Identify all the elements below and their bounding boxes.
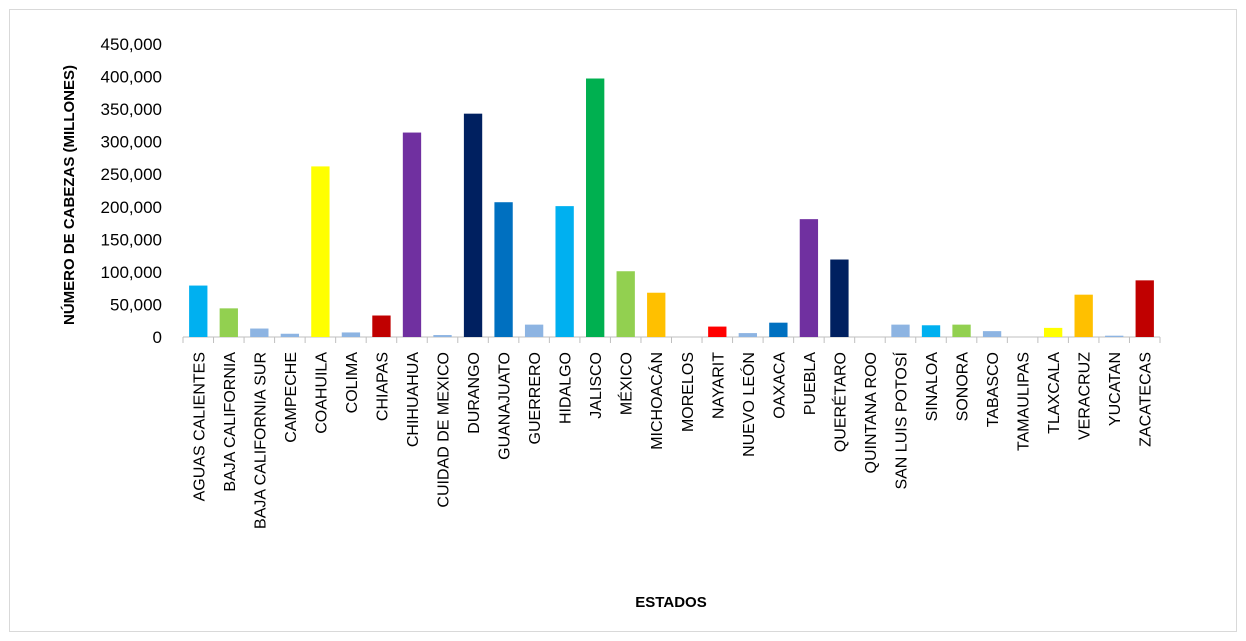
x-tick-label: BAJA CALIFORNIA SUR [252,352,269,529]
bar [219,308,238,337]
bar-chart: 0 50,000 100,000 150,000 200,000 250,000 300,0… [60,35,1161,611]
y-axis-title: NÚMERO DE CABEZAS (MILLONES) [60,65,78,325]
bar [708,326,727,337]
x-tick-label: CUIDAD DE MEXICO [436,352,453,508]
x-tick-label: AGUAS CALIENTES [191,352,208,501]
x-axis: AGUAS CALIENTES BAJA CALIFORNIA BAJA CALIF… [182,336,1161,529]
x-tick-label: PUEBLA [802,352,819,415]
x-tick-label: CAMPECHE [283,352,300,443]
bar [982,331,1002,337]
bar [372,315,391,337]
y-tick-label: 0 [153,328,162,347]
bar [1135,280,1154,337]
y-axis: 0 50,000 100,000 150,000 200,000 250,000 300,0… [101,35,162,347]
y-tick-label: 450,000 [101,35,162,54]
y-tick-label: 100,000 [101,263,162,282]
bar [891,324,910,337]
x-tick-label: SINALOA [924,352,941,422]
bar [738,333,757,337]
x-tick-label: SONORA [955,352,972,422]
x-tick-label: TABASCO [985,352,1002,427]
x-tick-label: GUERRERO [527,352,544,444]
x-tick-label: QUINTANA ROO [863,352,880,474]
x-tick-label: JALISCO [588,352,605,419]
y-tick-label: 300,000 [101,133,162,152]
bar [311,166,330,337]
x-tick-label: GUANAJUATO [497,352,514,460]
x-tick-label: BAJA CALIFORNIA [222,352,239,492]
x-tick-label: CHIHUAHUA [405,352,422,447]
x-tick-label: OAXACA [771,352,788,419]
bar [555,206,574,337]
x-tick-label: VERACRUZ [1077,352,1094,440]
y-tick-label: 400,000 [101,68,162,87]
y-tick-label: 150,000 [101,230,162,249]
bar [433,335,452,337]
x-tick-label: HIDALGO [558,352,575,424]
bar [189,285,208,337]
bar [341,332,361,337]
x-tick-label: NAYARIT [710,352,727,419]
bar [463,113,483,338]
bar [921,325,941,337]
y-tick-label: 50,000 [110,295,162,314]
bar [1043,327,1063,337]
x-tick-label: SAN LUIS POTOSÍ [891,351,910,489]
chart-frame: 0 50,000 100,000 150,000 200,000 250,000 300,0… [9,9,1237,632]
x-tick-label: QUERÉTARO [830,352,849,452]
x-tick-label: TAMAULIPAS [1016,352,1033,451]
bar [1074,294,1093,337]
bar [830,259,849,337]
bar [952,324,971,337]
y-tick-label: 350,000 [101,100,162,119]
x-tick-label: COLIMA [344,352,361,414]
x-tick-label: MÉXICO [617,352,636,415]
x-tick-label: DURANGO [466,352,483,434]
bar [586,78,605,338]
x-tick-label: MICHOACÁN [647,352,666,450]
bar [769,322,788,337]
x-tick-label: COAHUILA [313,352,330,434]
x-tick-label: MORELOS [680,352,697,432]
bar [494,202,513,337]
x-axis-title: ESTADOS [635,594,706,611]
bar [799,219,819,337]
x-tick-label: YUCATAN [1107,352,1124,426]
bar [280,333,300,337]
x-tick-label: NUEVO LEÓN [739,352,758,457]
bars [189,78,1154,338]
bar [402,132,422,337]
x-tick-label: TLAXCALA [1046,352,1063,434]
bar [250,328,269,337]
bar [1105,335,1124,337]
bar [524,324,544,337]
y-tick-label: 200,000 [101,198,162,217]
bar [616,271,635,337]
x-tick-label: ZACATECAS [1138,352,1155,447]
bar [647,292,666,337]
y-tick-label: 250,000 [101,165,162,184]
x-tick-label: CHIAPAS [374,352,391,421]
